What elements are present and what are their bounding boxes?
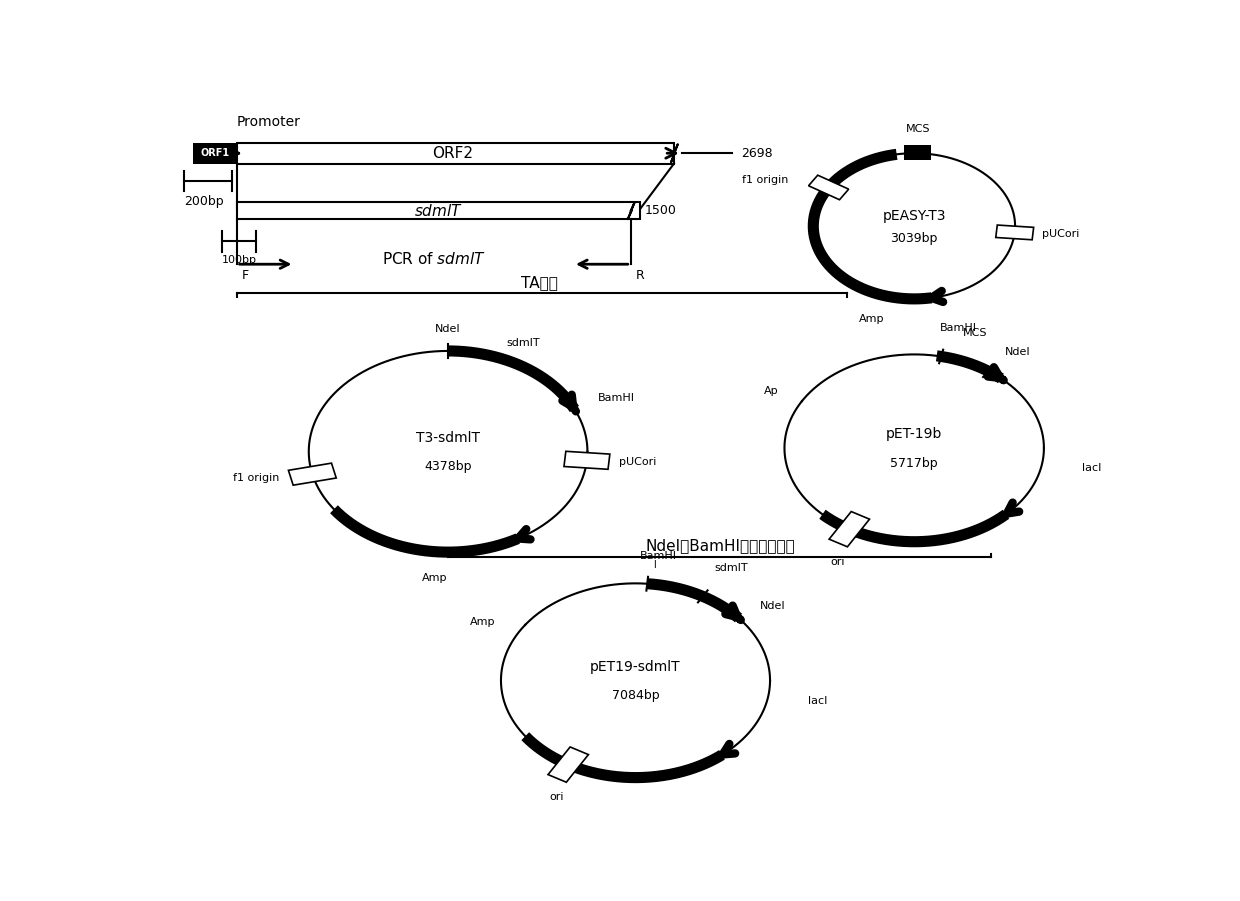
Text: 5717bp: 5717bp: [890, 457, 937, 469]
Bar: [904, 145, 931, 160]
Text: T3-sdmlT: T3-sdmlT: [417, 431, 480, 445]
Text: f1 origin: f1 origin: [233, 473, 279, 483]
Text: 1500: 1500: [645, 205, 677, 217]
Text: lacI: lacI: [1081, 463, 1101, 473]
Bar: [237, 142, 675, 164]
Text: sdmlT: sdmlT: [507, 338, 541, 348]
Text: f1 origin: f1 origin: [742, 175, 789, 185]
Text: ori: ori: [830, 557, 844, 567]
Bar: [808, 175, 848, 200]
Bar: [193, 142, 237, 164]
Text: Promoter: Promoter: [237, 115, 300, 129]
Text: 2698: 2698: [742, 147, 773, 159]
Text: BamHI: BamHI: [640, 551, 677, 560]
Text: l: l: [652, 560, 656, 569]
Text: ori: ori: [549, 792, 563, 802]
Text: Ap: Ap: [764, 387, 779, 396]
Bar: [830, 512, 869, 547]
Bar: [289, 463, 336, 486]
Text: F: F: [242, 269, 248, 282]
Text: BamHI: BamHI: [940, 323, 977, 333]
Text: PCR of $\it{sdmlT}$: PCR of $\it{sdmlT}$: [382, 251, 486, 268]
Text: BamHI: BamHI: [598, 393, 635, 403]
Bar: [564, 451, 610, 469]
Text: pEASY-T3: pEASY-T3: [883, 209, 946, 223]
Text: 7084bp: 7084bp: [611, 689, 660, 702]
Text: Amp: Amp: [422, 572, 448, 583]
Text: pUCori: pUCori: [619, 457, 656, 467]
Text: NdeI＋BamHI双酶切并连接: NdeI＋BamHI双酶切并连接: [645, 539, 795, 553]
Text: 4378bp: 4378bp: [424, 460, 472, 473]
Text: pUCori: pUCori: [1042, 229, 1079, 239]
Text: Amp: Amp: [470, 616, 496, 627]
Text: 3039bp: 3039bp: [890, 232, 937, 245]
Text: NdeI: NdeI: [1004, 347, 1030, 358]
Text: MCS: MCS: [962, 328, 987, 338]
Text: pET-19b: pET-19b: [887, 427, 942, 441]
Text: MCS: MCS: [905, 123, 930, 134]
Text: lacI: lacI: [808, 696, 827, 706]
Bar: [237, 202, 640, 219]
Text: NdeI: NdeI: [435, 323, 461, 333]
Text: ORF1: ORF1: [200, 149, 229, 159]
Text: $\it{sdmlT}$: $\it{sdmlT}$: [414, 203, 463, 219]
Text: 100bp: 100bp: [222, 255, 257, 265]
Text: NdeI: NdeI: [759, 601, 785, 611]
Text: 200bp: 200bp: [184, 195, 223, 208]
Text: R: R: [635, 269, 645, 282]
Bar: [996, 225, 1034, 240]
Text: sdmlT: sdmlT: [715, 563, 749, 573]
Bar: [548, 747, 589, 782]
Text: TA克隆: TA克隆: [521, 275, 558, 290]
Text: ORF2: ORF2: [433, 146, 474, 160]
Text: pET19-sdmlT: pET19-sdmlT: [590, 660, 681, 674]
Text: Amp: Amp: [859, 314, 885, 323]
